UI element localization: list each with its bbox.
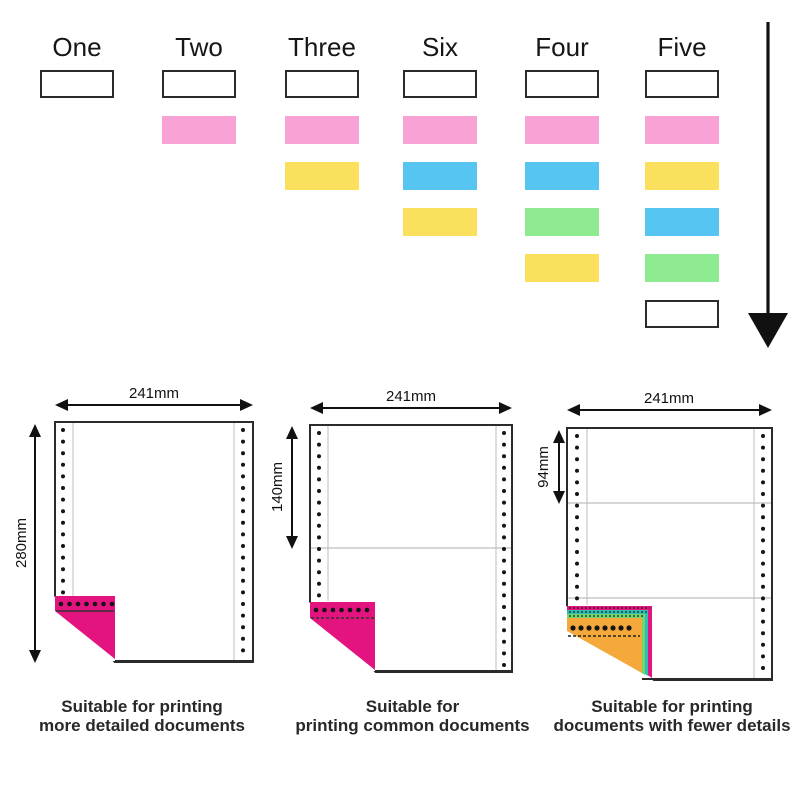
width-dimension-label: 241mm (644, 390, 694, 407)
caption-line: Suitable for printing (591, 697, 753, 716)
ply-yellow (645, 162, 719, 190)
ply-yellow (525, 254, 599, 282)
column-label: Two (175, 32, 223, 62)
fold-dots (570, 625, 632, 631)
ply-green (525, 208, 599, 236)
caption-diagram-3: Suitable for printing documents with few… (537, 697, 800, 735)
width-dimension-label: 241mm (129, 385, 179, 402)
paper-diagram-94mm: 241mm 94mm (535, 370, 800, 705)
height-dimension-label: 94mm (535, 446, 552, 488)
column-label: Five (657, 32, 707, 62)
fold-dots (313, 607, 370, 613)
caption-line: printing common documents (295, 716, 530, 735)
height-dimension-label: 140mm (270, 462, 286, 512)
ply-white-bordered (285, 70, 359, 98)
paper-diagram-140mm: 241mm 140mm (269, 370, 535, 705)
ply-pink (525, 116, 599, 144)
height-dimension-label: 280mm (15, 518, 30, 568)
ply-blue (645, 208, 719, 236)
column-two: Two (162, 28, 236, 358)
paper-diagram-280mm: 241mm 280mm (13, 370, 280, 705)
ply-pink (285, 116, 359, 144)
ply-yellow (285, 162, 359, 190)
caption-diagram-1: Suitable for printing more detailed docu… (22, 697, 262, 735)
ply-blue (525, 162, 599, 190)
caption-diagram-2: Suitable for printing common documents (290, 697, 535, 735)
ply-white-bordered (403, 70, 477, 98)
perforation-dots (575, 434, 765, 670)
ply-pink (403, 116, 477, 144)
ply-blue (403, 162, 477, 190)
column-label: Three (288, 32, 356, 62)
column-six: Six (403, 28, 477, 358)
column-label: One (52, 32, 102, 62)
ply-white-bordered (645, 70, 719, 98)
column-label: Four (535, 32, 589, 62)
column-label: Six (421, 32, 459, 62)
caption-line: Suitable for (365, 697, 460, 716)
ply-white-bordered (525, 70, 599, 98)
ply-white-bordered (162, 70, 236, 98)
column-five: Five (645, 28, 719, 358)
fold-corner-orange (567, 618, 642, 673)
column-four: Four (525, 28, 599, 358)
column-one: One (40, 28, 114, 358)
caption-line: Suitable for printing (61, 697, 223, 716)
perforation-dots (317, 431, 506, 667)
caption-line: more detailed documents (39, 716, 245, 735)
column-three: Three (285, 28, 359, 358)
ply-white-bordered (645, 300, 719, 328)
perforation-dots (61, 428, 245, 653)
ply-pink (645, 116, 719, 144)
caption-line: documents with fewer details (553, 716, 791, 735)
ply-yellow (403, 208, 477, 236)
ply-green (645, 254, 719, 282)
width-dimension-label: 241mm (386, 388, 436, 405)
fold-dots (58, 601, 115, 607)
ply-white-bordered (40, 70, 114, 98)
ply-pink (162, 116, 236, 144)
fold-corner-magenta (310, 602, 375, 670)
down-arrow-icon (748, 22, 788, 348)
